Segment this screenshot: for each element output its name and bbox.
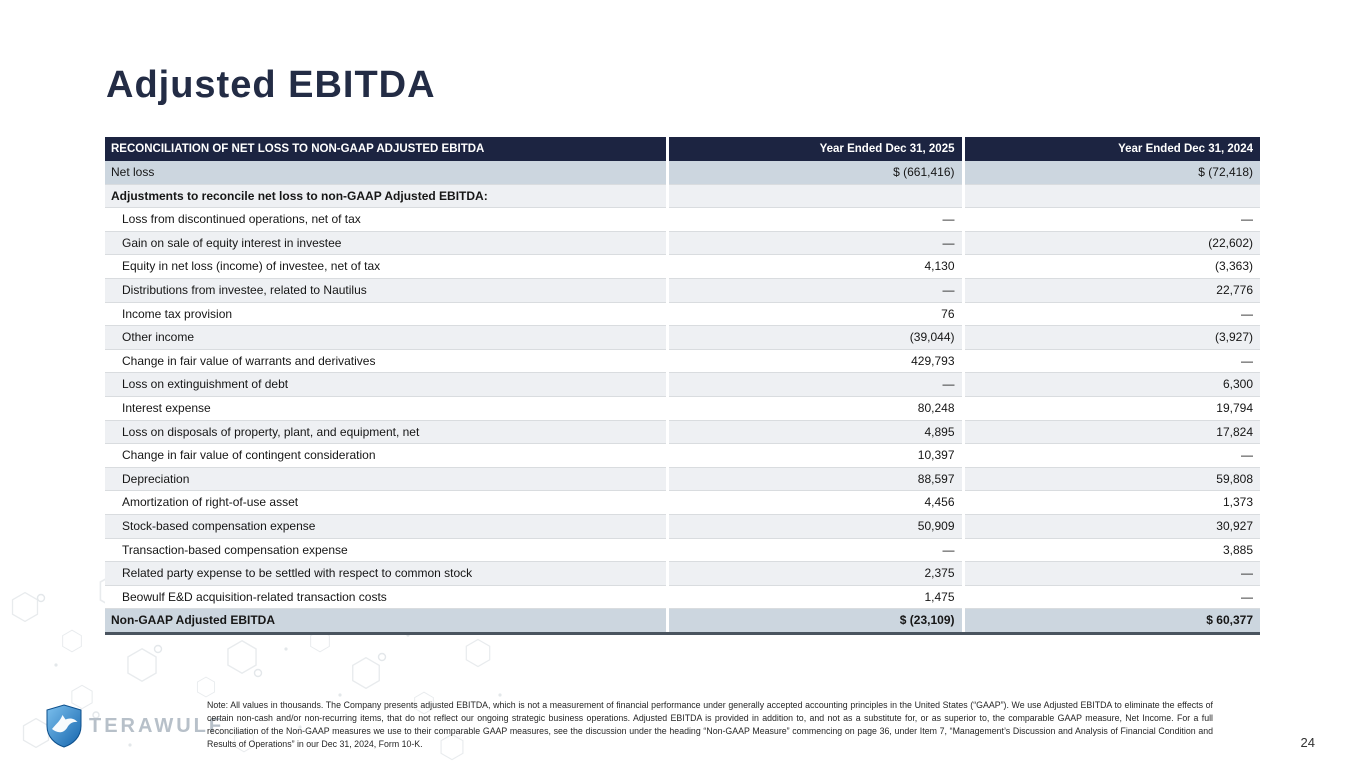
row-label: Stock-based compensation expense [105, 514, 667, 539]
table-row: Non-GAAP Adjusted EBITDA $ (23,109) $ 60,3… [105, 608, 1260, 635]
footnote: Note: All values in thousands. The Compa… [207, 700, 1213, 749]
column-header-2025: Year Ended Dec 31, 2025 [665, 137, 963, 161]
table-row: Loss from discontinued operations, net o… [105, 207, 1260, 232]
value-2024: $ 60,377 [961, 608, 1260, 635]
table-row: Related party expense to be settled with… [105, 561, 1260, 586]
table-row: Equity in net loss (income) of investee,… [105, 254, 1260, 279]
row-label: Related party expense to be settled with… [105, 561, 667, 586]
value-2025: 10,397 [665, 443, 963, 468]
row-label: Transaction-based compensation expense [105, 538, 667, 563]
value-2025: 4,456 [665, 490, 963, 515]
value-2024: — [961, 561, 1260, 586]
row-label: Distributions from investee, related to … [105, 278, 667, 303]
row-label: Non-GAAP Adjusted EBITDA [105, 608, 667, 635]
value-2025: 88,597 [665, 467, 963, 492]
row-label: Loss from discontinued operations, net o… [105, 207, 667, 232]
value-2024: 6,300 [961, 372, 1260, 397]
table-row: Gain on sale of equity interest in inves… [105, 231, 1260, 256]
value-2024: — [961, 349, 1260, 374]
value-2025: $ (23,109) [665, 608, 963, 635]
row-label: Interest expense [105, 396, 667, 421]
row-label: Other income [105, 325, 667, 350]
value-2025: 429,793 [665, 349, 963, 374]
table-row: Depreciation 88,597 59,808 [105, 467, 1260, 492]
table-header-row: RECONCILIATION OF NET LOSS TO NON-GAAP A… [105, 137, 1260, 161]
value-2024: 3,885 [961, 538, 1260, 563]
terawulf-wordmark: TERAWULF [89, 714, 225, 737]
table-row: Income tax provision 76— [105, 302, 1260, 327]
row-label: Loss on disposals of property, plant, an… [105, 420, 667, 445]
column-header-reconciliation: RECONCILIATION OF NET LOSS TO NON-GAAP A… [105, 137, 667, 161]
value-2024: 17,824 [961, 420, 1260, 445]
value-2025: — [665, 538, 963, 563]
value-2025: 76 [665, 302, 963, 327]
table-row: Beowulf E&D acquisition-related transact… [105, 585, 1260, 610]
table-row: Adjustments to reconcile net loss to non… [105, 184, 1260, 209]
column-header-2024: Year Ended Dec 31, 2024 [961, 137, 1260, 161]
value-2024: (22,602) [961, 231, 1260, 256]
value-2025: — [665, 372, 963, 397]
value-2024: — [961, 443, 1260, 468]
row-label: Change in fair value of warrants and der… [105, 349, 667, 374]
value-2025: $ (661,416) [665, 161, 963, 185]
value-2024: 30,927 [961, 514, 1260, 539]
page-title: Adjusted EBITDA [106, 64, 436, 106]
table-row: Change in fair value of contingent consi… [105, 443, 1260, 468]
row-label: Gain on sale of equity interest in inves… [105, 231, 667, 256]
row-label: Income tax provision [105, 302, 667, 327]
value-2024: 59,808 [961, 467, 1260, 492]
value-2024: — [961, 585, 1260, 610]
table-row: Transaction-based compensation expense —3… [105, 538, 1260, 563]
value-2024: — [961, 302, 1260, 327]
table-row: Other income (39,044) (3,927) [105, 325, 1260, 350]
value-2024 [961, 184, 1260, 209]
row-label: Change in fair value of contingent consi… [105, 443, 667, 468]
value-2025: 4,130 [665, 254, 963, 279]
terawulf-logo: TERAWULF [44, 704, 224, 748]
table-row: Interest expense 80,248 19,794 [105, 396, 1260, 421]
row-label: Adjustments to reconcile net loss to non… [105, 184, 667, 209]
value-2025: (39,044) [665, 325, 963, 350]
table-row: Amortization of right-of-use asset 4,456 1… [105, 490, 1260, 515]
table-body: Net loss $ (661,416) $ (72,418) Adjustments… [105, 161, 1260, 635]
row-label: Beowulf E&D acquisition-related transact… [105, 585, 667, 610]
row-label: Equity in net loss (income) of investee,… [105, 254, 667, 279]
value-2024: 1,373 [961, 490, 1260, 515]
table-row: Net loss $ (661,416) $ (72,418) [105, 161, 1260, 185]
value-2024: (3,927) [961, 325, 1260, 350]
reconciliation-table: RECONCILIATION OF NET LOSS TO NON-GAAP A… [105, 137, 1260, 635]
table-row: Distributions from investee, related to … [105, 278, 1260, 303]
value-2024: 22,776 [961, 278, 1260, 303]
page-number: 24 [1300, 735, 1315, 750]
table-row: Stock-based compensation expense 50,909 30… [105, 514, 1260, 539]
value-2025 [665, 184, 963, 209]
row-label: Net loss [105, 161, 667, 185]
terawulf-shield-icon [46, 704, 82, 748]
table-row: Loss on extinguishment of debt —6,300 [105, 372, 1260, 397]
value-2025: 50,909 [665, 514, 963, 539]
value-2024: — [961, 207, 1260, 232]
value-2025: 4,895 [665, 420, 963, 445]
row-label: Amortization of right-of-use asset [105, 490, 667, 515]
value-2025: 80,248 [665, 396, 963, 421]
value-2025: 2,375 [665, 561, 963, 586]
table-row: Change in fair value of warrants and der… [105, 349, 1260, 374]
value-2025: 1,475 [665, 585, 963, 610]
value-2025: — [665, 231, 963, 256]
value-2024: $ (72,418) [961, 161, 1260, 185]
table-row: Loss on disposals of property, plant, an… [105, 420, 1260, 445]
row-label: Loss on extinguishment of debt [105, 372, 667, 397]
value-2025: — [665, 207, 963, 232]
value-2025: — [665, 278, 963, 303]
value-2024: 19,794 [961, 396, 1260, 421]
value-2024: (3,363) [961, 254, 1260, 279]
row-label: Depreciation [105, 467, 667, 492]
